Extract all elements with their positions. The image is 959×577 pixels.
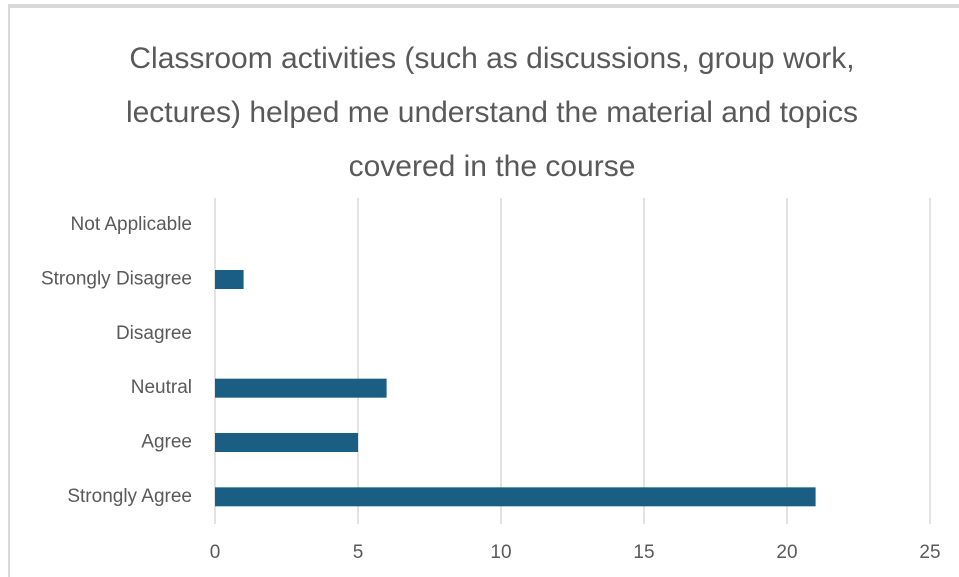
x-tick-label: 10 [490, 542, 511, 563]
x-tick-label: 15 [633, 542, 654, 563]
x-tick-label: 0 [210, 542, 221, 563]
bar [215, 487, 816, 507]
y-tick-label: Disagree [116, 323, 192, 344]
x-tick-label: 25 [919, 542, 940, 563]
bar [215, 378, 387, 398]
x-tick-label: 20 [776, 542, 797, 563]
y-tick-label: Strongly Disagree [41, 269, 192, 290]
y-tick-label: Not Applicable [71, 214, 192, 235]
x-tick-label: 5 [353, 542, 364, 563]
bar [215, 433, 358, 452]
y-tick-label: Neutral [131, 377, 192, 398]
y-tick-label: Agree [141, 432, 192, 453]
y-tick-label: Strongly Agree [67, 486, 192, 507]
chart-title: Classroom activities (such as discussion… [125, 42, 859, 183]
bar [215, 270, 244, 289]
